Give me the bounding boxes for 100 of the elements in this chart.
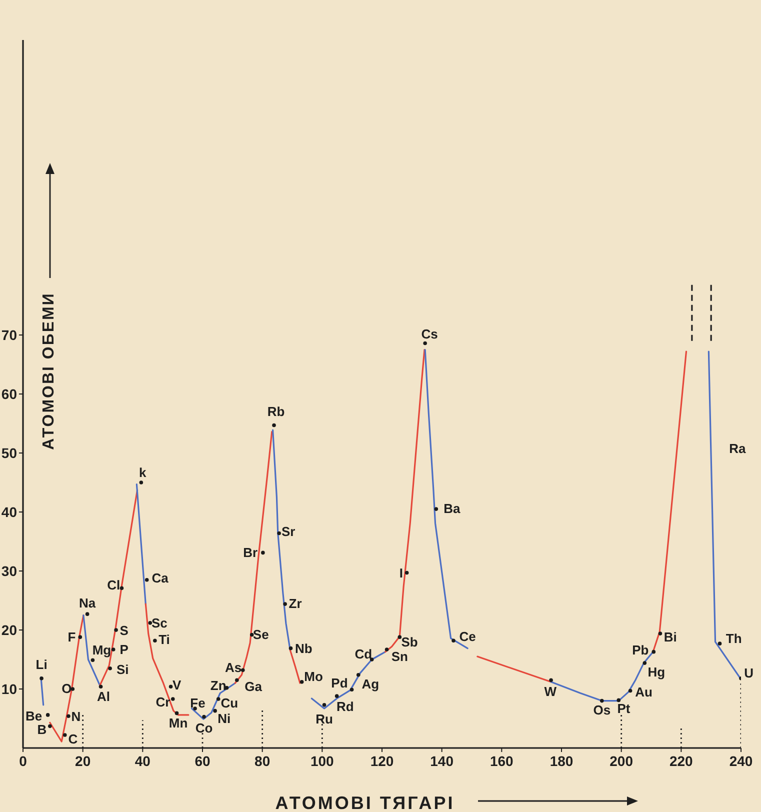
point (111, 648, 116, 652)
annotation: Pd (331, 676, 348, 691)
point (628, 688, 632, 693)
annotation: Cs (421, 326, 438, 342)
annotation: k (139, 465, 148, 480)
point (404, 570, 409, 575)
x-tick-label: 120 (370, 752, 394, 769)
annotation: Hg (648, 664, 666, 680)
annotation: Ra (729, 440, 746, 456)
annotation: Bi (664, 630, 677, 645)
annotation: Li (36, 656, 48, 672)
point (170, 697, 175, 701)
point (277, 531, 281, 536)
point (90, 658, 95, 662)
point (139, 480, 144, 484)
annotation: Ce (459, 629, 476, 644)
y-tick-label: 50 (1, 444, 18, 461)
point (434, 507, 438, 511)
point (616, 698, 621, 702)
x-tick-label: 20 (75, 752, 91, 769)
point (144, 578, 149, 582)
annotation: B (37, 722, 47, 738)
annotation: Cl (107, 578, 120, 593)
annotation: Au (635, 684, 653, 700)
annotation: O (62, 680, 72, 696)
annotation: U (744, 666, 754, 681)
annotation: Sb (401, 634, 418, 650)
point (174, 711, 179, 716)
line-series (49, 614, 84, 742)
x-tick-label: 220 (669, 752, 694, 769)
annotation: Ga (244, 679, 263, 694)
point (423, 341, 427, 346)
annotation: Os (593, 702, 611, 718)
x-tick-label: 60 (194, 752, 210, 769)
annotation: C (68, 732, 78, 747)
y-tick-label: 60 (1, 386, 18, 402)
annotation: Sc (151, 615, 168, 630)
point (718, 642, 722, 646)
annotation: Co (195, 720, 213, 736)
point (66, 714, 70, 718)
point (78, 635, 82, 639)
x-tick-label: 80 (254, 752, 270, 769)
y-tick-label: 20 (1, 622, 18, 638)
annotation: Rb (267, 404, 285, 420)
annotation: Se (252, 627, 269, 642)
annotation: N (71, 709, 81, 724)
x-tick-label: 100 (310, 752, 334, 769)
x-tick-label: 240 (729, 752, 753, 769)
annotation: Ru (316, 712, 333, 727)
point (108, 666, 112, 670)
x-tick-label: 180 (550, 752, 574, 769)
y-tick-label: 30 (1, 562, 18, 579)
point (202, 714, 206, 719)
annotation: Sn (391, 649, 408, 664)
y-axis-title: АТОМОВІ ОБЕМИ (40, 292, 58, 450)
annotation: Th (726, 630, 742, 646)
point (261, 550, 265, 555)
annotation: Cr (156, 694, 170, 710)
annotation: Cd (354, 646, 372, 662)
x-tick-label: 0 (19, 752, 28, 769)
x-tick-label: 140 (430, 752, 454, 769)
point (322, 703, 326, 707)
annotation: S (120, 623, 129, 638)
point (114, 628, 118, 632)
annotation: V (172, 677, 182, 692)
annotation: Be (26, 708, 42, 724)
annotation: Si (116, 662, 129, 678)
line-series (144, 603, 190, 716)
point (642, 661, 647, 665)
point (452, 638, 456, 643)
point (98, 684, 103, 689)
point (658, 632, 662, 636)
point (48, 724, 52, 728)
line-series (384, 348, 426, 653)
point (120, 586, 124, 590)
point (283, 602, 287, 606)
x-axis-title: АТОМОВІ ТЯГАРІ (275, 793, 455, 812)
annotation: Ca (152, 570, 170, 586)
annotation: Pb (632, 642, 649, 658)
point (85, 612, 90, 616)
annotation: P (120, 642, 129, 657)
annotation: Al (96, 689, 110, 704)
annotation: I (399, 565, 403, 580)
y-tick-label: 40 (1, 504, 18, 520)
annotation: As (224, 660, 242, 676)
x-tick-label: 40 (134, 752, 151, 769)
annotation: Sr (282, 524, 296, 539)
annotation: Na (79, 595, 96, 610)
point (600, 698, 604, 703)
annotation: Br (243, 545, 258, 560)
annotation: Mo (304, 669, 323, 684)
annotation: Zn (210, 678, 226, 693)
point (213, 708, 217, 713)
annotation: Mg (92, 642, 112, 658)
annotation: Fe (190, 696, 206, 711)
annotation: Cu (220, 696, 238, 711)
point (384, 648, 389, 652)
point (216, 697, 220, 701)
point (40, 676, 44, 680)
point (356, 672, 360, 677)
